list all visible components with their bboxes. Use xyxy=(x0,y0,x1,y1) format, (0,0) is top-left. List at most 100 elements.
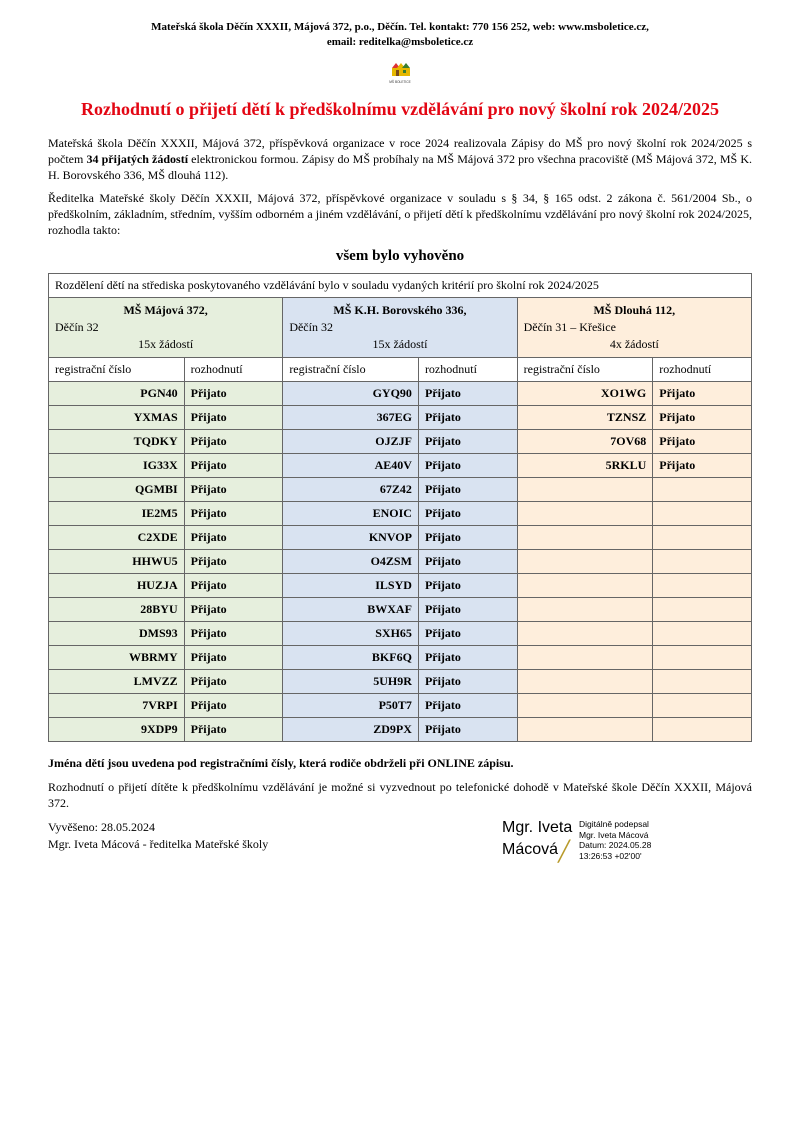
loc1-sub: Děčín 32 xyxy=(55,319,276,336)
decision-cell xyxy=(653,621,752,645)
reg-cell: YXMAS xyxy=(49,405,185,429)
page-title: Rozhodnutí o přijetí dětí k předškolnímu… xyxy=(48,98,752,121)
loc3-count: 4x žádostí xyxy=(524,336,745,353)
col-dec-1: rozhodnutí xyxy=(184,357,283,381)
locations-row: MŠ Májová 372, Děčín 32 15x žádostí MŠ K… xyxy=(49,298,752,357)
loc1-name: MŠ Májová 372, xyxy=(55,302,276,319)
reg-cell: BKF6Q xyxy=(283,645,419,669)
table-row: HUZJAPřijatoILSYDPřijato xyxy=(49,573,752,597)
decision-cell: Přijato xyxy=(418,477,517,501)
reg-cell: AE40V xyxy=(283,453,419,477)
decision-cell: Přijato xyxy=(184,477,283,501)
reg-cell xyxy=(517,693,653,717)
sig-meta-3: Datum: 2024.05.28 xyxy=(579,840,651,850)
reg-cell: IG33X xyxy=(49,453,185,477)
reg-cell: ZD9PX xyxy=(283,717,419,741)
loc1-count: 15x žádostí xyxy=(55,336,276,353)
col-dec-3: rozhodnutí xyxy=(653,357,752,381)
decision-cell: Přijato xyxy=(184,525,283,549)
paragraph-1: Mateřská škola Děčín XXXII, Májová 372, … xyxy=(48,135,752,184)
decision-cell: Přijato xyxy=(418,429,517,453)
decision-cell: Přijato xyxy=(184,381,283,405)
decision-cell: Přijato xyxy=(418,573,517,597)
decision-cell: Přijato xyxy=(653,429,752,453)
reg-cell: IE2M5 xyxy=(49,501,185,525)
reg-cell: XO1WG xyxy=(517,381,653,405)
reg-cell: KNVOP xyxy=(283,525,419,549)
signer-line: Mgr. Iveta Mácová - ředitelka Mateřské š… xyxy=(48,837,268,851)
decision-cell: Přijato xyxy=(418,405,517,429)
decision-cell: Přijato xyxy=(184,429,283,453)
reg-cell xyxy=(517,549,653,573)
table-row: WBRMYPřijatoBKF6QPřijato xyxy=(49,645,752,669)
decision-cell xyxy=(653,669,752,693)
posted-date: Vyvěšeno: 28.05.2024 xyxy=(48,820,155,834)
decision-cell: Přijato xyxy=(653,453,752,477)
table-row: LMVZZPřijato5UH9RPřijato xyxy=(49,669,752,693)
reg-cell: BWXAF xyxy=(283,597,419,621)
reg-cell: 367EG xyxy=(283,405,419,429)
subheading: všem bylo vyhověno xyxy=(48,248,752,265)
decision-cell: Přijato xyxy=(653,405,752,429)
decision-cell: Přijato xyxy=(418,453,517,477)
reg-cell: C2XDE xyxy=(49,525,185,549)
decision-cell: Přijato xyxy=(184,549,283,573)
reg-cell: HHWU5 xyxy=(49,549,185,573)
reg-cell xyxy=(517,501,653,525)
reg-cell: DMS93 xyxy=(49,621,185,645)
decision-cell xyxy=(653,477,752,501)
loc3-name: MŠ Dlouhá 112, xyxy=(524,302,745,319)
table-top-note: Rozdělení dětí na střediska poskytovanéh… xyxy=(49,274,752,298)
reg-cell: 5UH9R xyxy=(283,669,419,693)
reg-cell xyxy=(517,621,653,645)
decision-cell: Přijato xyxy=(418,525,517,549)
decision-cell: Přijato xyxy=(184,597,283,621)
table-row: 28BYUPřijatoBWXAFPřijato xyxy=(49,597,752,621)
table-row: YXMASPřijato367EGPřijatoTZNSZPřijato xyxy=(49,405,752,429)
reg-cell: LMVZZ xyxy=(49,669,185,693)
paragraph-2: Ředitelka Mateřské školy Děčín XXXII, Má… xyxy=(48,190,752,239)
decision-cell xyxy=(653,525,752,549)
decision-cell xyxy=(653,501,752,525)
document-header: Mateřská škola Děčín XXXII, Májová 372, … xyxy=(48,20,752,50)
names-note: Jména dětí jsou uvedena pod registračním… xyxy=(48,756,752,771)
school-logo: MŠ BOLETICE xyxy=(48,56,752,88)
decision-cell xyxy=(653,645,752,669)
reg-cell: WBRMY xyxy=(49,645,185,669)
reg-cell: 5RKLU xyxy=(517,453,653,477)
reg-cell: TQDKY xyxy=(49,429,185,453)
reg-cell: SXH65 xyxy=(283,621,419,645)
table-row: PGN40PřijatoGYQ90PřijatoXO1WGPřijato xyxy=(49,381,752,405)
decision-cell xyxy=(653,717,752,741)
table-row: 7VRPIPřijatoP50T7Přijato xyxy=(49,693,752,717)
reg-cell: 67Z42 xyxy=(283,477,419,501)
decision-cell: Přijato xyxy=(418,597,517,621)
decision-cell: Přijato xyxy=(418,621,517,645)
reg-cell: OJZJF xyxy=(283,429,419,453)
reg-cell: QGMBI xyxy=(49,477,185,501)
reg-cell: 9XDP9 xyxy=(49,717,185,741)
loc2-name: MŠ K.H. Borovského 336, xyxy=(289,302,510,319)
reg-cell: O4ZSM xyxy=(283,549,419,573)
col-reg-2: registrační číslo xyxy=(283,357,419,381)
table-row: HHWU5PřijatoO4ZSMPřijato xyxy=(49,549,752,573)
decision-cell: Přijato xyxy=(184,573,283,597)
decision-cell xyxy=(653,573,752,597)
table-row: 9XDP9PřijatoZD9PXPřijato xyxy=(49,717,752,741)
para1-bold: 34 přijatých žádostí xyxy=(86,152,188,166)
decision-cell: Přijato xyxy=(184,669,283,693)
decision-cell: Přijato xyxy=(418,669,517,693)
decision-cell: Přijato xyxy=(418,501,517,525)
decision-cell: Přijato xyxy=(184,405,283,429)
header-line-1: Mateřská škola Děčín XXXII, Májová 372, … xyxy=(151,21,649,33)
reg-cell: PGN40 xyxy=(49,381,185,405)
decision-cell: Přijato xyxy=(184,621,283,645)
reg-cell xyxy=(517,717,653,741)
reg-cell xyxy=(517,477,653,501)
loc2-count: 15x žádostí xyxy=(289,336,510,353)
decision-cell: Přijato xyxy=(418,693,517,717)
table-row: DMS93PřijatoSXH65Přijato xyxy=(49,621,752,645)
col-reg-1: registrační číslo xyxy=(49,357,185,381)
col-dec-2: rozhodnutí xyxy=(418,357,517,381)
location-header-3: MŠ Dlouhá 112, Děčín 31 – Křešice 4x žád… xyxy=(517,298,751,357)
